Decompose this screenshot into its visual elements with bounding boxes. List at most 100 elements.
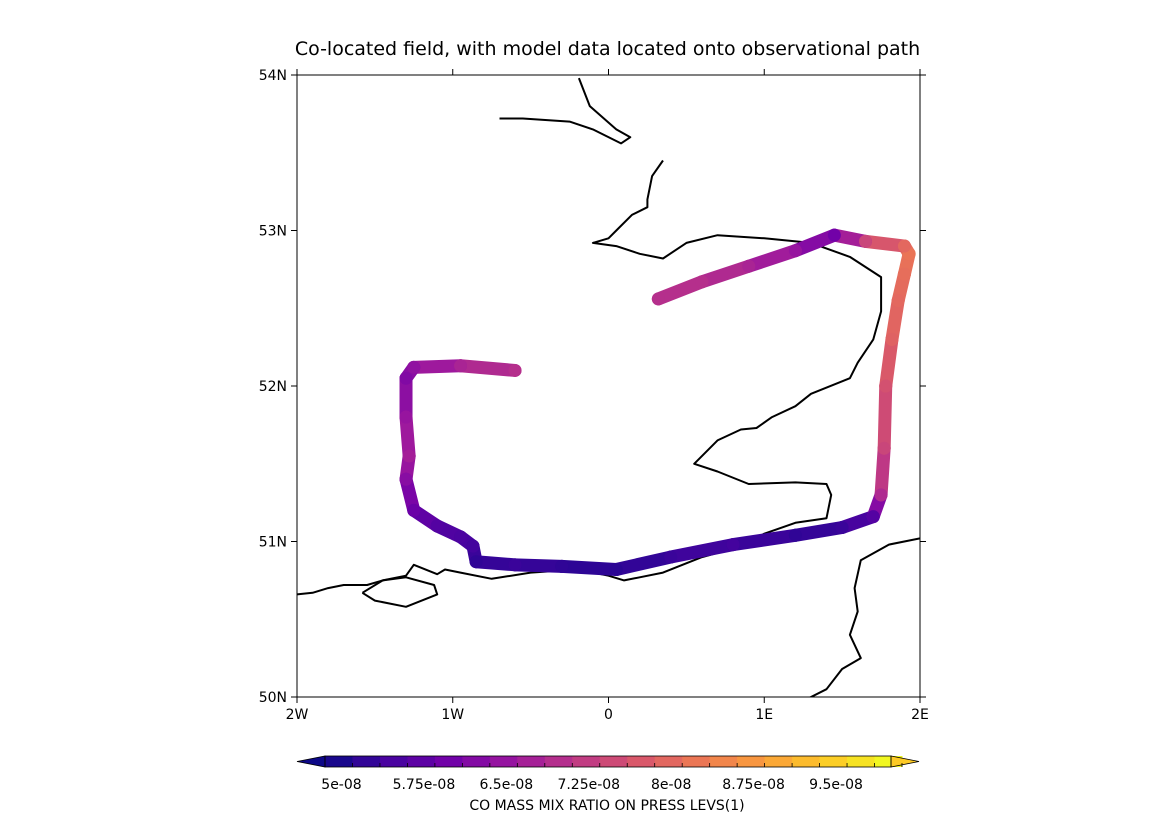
track-point	[399, 472, 413, 486]
colorbar-frame	[324, 755, 892, 768]
colorbar-swatch	[654, 756, 683, 767]
colorbar-tick-label: 5e-08	[321, 777, 361, 793]
colorbar-swatch	[709, 756, 738, 767]
coastline-1	[297, 159, 883, 596]
track-point	[877, 441, 891, 455]
y-tick-label: 51N	[259, 535, 287, 551]
track-point	[897, 239, 911, 253]
x-tick-label: 2E	[911, 707, 929, 723]
colorbar-swatch	[325, 756, 353, 767]
y-axis: 50N 51N 52N 53N 54N	[259, 68, 926, 706]
track-segment	[407, 359, 468, 374]
colorbar-swatch	[792, 756, 821, 767]
colorbar-label: CO MASS MIX RATIO ON PRESS LEVS(1)	[469, 798, 744, 814]
y-tick-label: 50N	[259, 690, 287, 706]
track-point	[555, 559, 569, 573]
colorbar-tick-label: 7.25e-08	[557, 777, 620, 793]
track-point	[874, 488, 888, 502]
colorbar-extend-min	[296, 755, 326, 768]
colorbar-swatch	[434, 756, 463, 767]
x-tick-label: 0	[604, 707, 613, 723]
track-point	[407, 360, 421, 374]
track-segment	[788, 521, 849, 542]
colorbar-swatch	[819, 756, 848, 767]
colorbar-swatch	[544, 756, 573, 767]
x-tick-label: 1E	[755, 707, 773, 723]
track-point	[879, 379, 893, 393]
colorbar-extend-max	[890, 755, 920, 768]
colorbar-swatch	[737, 756, 766, 767]
colorbar-swatch	[874, 756, 903, 767]
y-tick-label: 54N	[259, 68, 287, 84]
track-segment	[788, 228, 841, 258]
track-segment	[858, 234, 911, 253]
track-point	[827, 228, 841, 242]
track-segment	[664, 538, 740, 564]
colorbar-swatch	[407, 756, 436, 767]
track-point	[399, 371, 413, 385]
track-segment	[454, 359, 522, 377]
track-segment	[508, 558, 569, 573]
track-segment	[695, 259, 756, 289]
y-tick-label: 53N	[259, 224, 287, 240]
colorbar-swatches	[296, 755, 920, 768]
colorbar-swatch	[489, 756, 518, 767]
track-point	[508, 363, 522, 377]
x-tick-label: 1W	[441, 707, 464, 723]
track-point	[858, 234, 872, 248]
track-point	[885, 332, 899, 346]
track-segment	[651, 275, 709, 306]
track-point	[897, 267, 911, 281]
track-point	[454, 359, 468, 373]
track-point	[609, 562, 623, 576]
x-tick-label: 2W	[286, 707, 309, 723]
colorbar: 5e-08 5.75e-08 6.5e-08 7.25e-08 8e-08 8.75e-0…	[296, 755, 920, 814]
colorbar-ticks: 5e-08 5.75e-08 6.5e-08 7.25e-08 8e-08 8.75e-0…	[321, 763, 903, 793]
track-point	[664, 550, 678, 564]
track-point	[726, 538, 740, 552]
track-point	[430, 519, 444, 533]
track-segment	[874, 441, 891, 502]
track-point	[651, 292, 665, 306]
coastline-layer	[297, 77, 920, 697]
track-point	[742, 259, 756, 273]
colorbar-tick-label: 9.5e-08	[809, 777, 863, 793]
colorbar-swatch	[352, 756, 381, 767]
colorbar-swatch	[627, 756, 656, 767]
track-point	[454, 530, 468, 544]
track-segment	[879, 332, 899, 393]
colorbar-swatch	[847, 756, 876, 767]
colorbar-swatch	[599, 756, 628, 767]
x-axis: 2W 1W 0 1E 2E	[286, 69, 929, 723]
track-segment	[469, 555, 522, 572]
coastline-3	[808, 537, 920, 697]
track-segment	[555, 559, 623, 576]
coastline-0	[499, 77, 632, 145]
colorbar-swatch	[517, 756, 546, 767]
track-point	[788, 244, 802, 258]
colorbar-swatch	[572, 756, 601, 767]
colorbar-swatch	[379, 756, 408, 767]
coastline-2	[361, 576, 439, 608]
chart-title: Co-located field, with model data locate…	[295, 38, 920, 60]
track-point	[695, 275, 709, 289]
colorbar-swatch	[682, 756, 711, 767]
map-plot-area: 2W 1W 0 1E 2E 50N 51N 52N 53N 54N	[259, 68, 929, 723]
colorbar-tick-label: 8e-08	[651, 777, 691, 793]
track-point	[891, 293, 905, 307]
track-point	[835, 521, 849, 535]
track-point	[788, 528, 802, 542]
flight-track-layer	[399, 228, 916, 576]
colorbar-tick-label: 8.75e-08	[722, 777, 785, 793]
colorbar-swatch	[462, 756, 491, 767]
track-segment	[877, 379, 893, 455]
track-segment	[609, 550, 678, 576]
track-segment	[726, 528, 802, 552]
colorbar-swatch	[764, 756, 793, 767]
track-point	[469, 555, 483, 569]
colorbar-tick-label: 6.5e-08	[479, 777, 533, 793]
track-point	[866, 510, 880, 524]
colorbar-tick-label: 5.75e-08	[393, 777, 456, 793]
track-point	[466, 539, 480, 553]
